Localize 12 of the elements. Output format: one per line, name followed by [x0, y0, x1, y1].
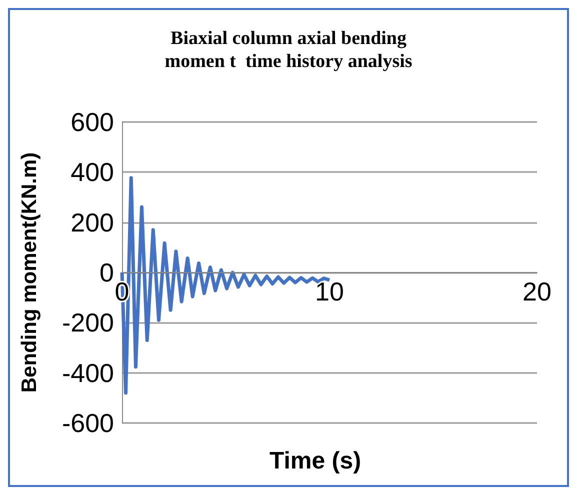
x-tick-label: 10 [315, 276, 344, 306]
y-tick-label: 200 [70, 207, 114, 238]
y-tick-label: -200 [62, 308, 114, 338]
y-tick-label: -400 [62, 358, 114, 388]
y-tick-label: 0 [100, 258, 114, 288]
x-tick-label: 20 [522, 276, 552, 306]
y-axis-title: Bending moment(KN.m) [18, 152, 41, 393]
y-tick-label: 400 [70, 157, 114, 188]
chart-title: Biaxial column axial bending momen t time history analysis [164, 28, 412, 72]
x-axis-title: Time (s) [270, 448, 362, 474]
y-tick-label: -600 [62, 408, 114, 438]
y-tick-label: 600 [70, 107, 114, 137]
